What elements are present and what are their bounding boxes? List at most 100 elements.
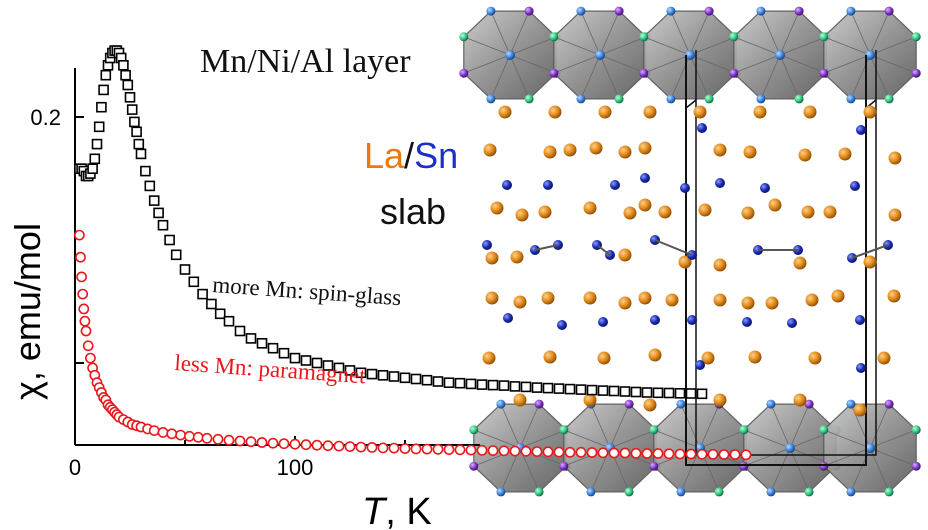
layer-atom xyxy=(486,94,496,104)
polyhedron-edge xyxy=(609,403,630,449)
layer-atom xyxy=(756,94,766,104)
spin-glass-point xyxy=(267,342,279,354)
spin-glass-point xyxy=(641,387,653,398)
layer-atom xyxy=(676,399,686,409)
layer-atom xyxy=(819,32,829,42)
sn-atom xyxy=(695,360,705,370)
la-atom xyxy=(658,205,672,219)
layer-atom xyxy=(639,32,649,42)
paramagnet-point xyxy=(388,442,400,454)
paramagnet-point xyxy=(608,447,620,459)
paramagnet-point xyxy=(82,340,94,352)
polyhedron-edge xyxy=(643,36,691,56)
paramagnet-point xyxy=(740,449,752,461)
spin-glass-point xyxy=(170,249,182,261)
polyhedron-edge xyxy=(779,36,827,56)
sn-atom xyxy=(640,173,650,183)
spin-glass-point xyxy=(399,372,411,384)
polyhedron-edge xyxy=(733,54,781,74)
spin-glass-point xyxy=(300,355,312,366)
layer-atom xyxy=(614,94,624,104)
spin-glass-point xyxy=(144,180,156,192)
la-sn-label: La/Sn xyxy=(364,135,458,176)
series-spin-glass xyxy=(74,45,708,400)
susceptibility-chart: 0.2 0 100 more Mn: spin-glass less Mn: pa… xyxy=(7,45,752,530)
layer-atom xyxy=(846,487,856,497)
la-atom xyxy=(838,147,852,161)
layer-atom xyxy=(804,487,814,497)
la-atom xyxy=(543,145,557,159)
layer-atom xyxy=(819,425,829,435)
polyhedron-edge xyxy=(643,54,691,74)
la-label: La xyxy=(364,135,405,176)
sn-atom xyxy=(856,363,866,373)
paramagnet-point xyxy=(333,440,345,452)
spin-glass-point xyxy=(100,69,112,81)
spin-glass-point xyxy=(120,69,131,81)
layer-atom xyxy=(666,6,676,16)
la-atom xyxy=(803,105,817,119)
polyhedron-edge xyxy=(869,10,890,56)
polyhedron-edge xyxy=(869,429,917,449)
la-atom xyxy=(888,151,902,165)
spin-glass-point xyxy=(311,357,323,369)
layer-atom xyxy=(576,94,586,104)
spin-glass-point xyxy=(674,387,686,399)
paramagnet-point xyxy=(498,445,510,457)
paramagnet-point xyxy=(192,431,204,443)
spin-glass-annotation: more Mn: spin-glass xyxy=(212,272,402,310)
la-atom xyxy=(583,291,597,305)
polyhedron-edge xyxy=(509,54,557,74)
polyhedron-edge xyxy=(509,36,557,56)
spin-glass-point xyxy=(131,126,142,138)
paramagnet-point xyxy=(586,447,598,458)
polyhedron-edge xyxy=(699,429,747,449)
paramagnet-point xyxy=(531,446,543,457)
layer-atom xyxy=(559,461,569,471)
la-atom xyxy=(618,145,632,159)
layer-atom xyxy=(884,487,894,497)
spin-glass-point xyxy=(153,207,164,219)
polyhedron-edge xyxy=(779,54,827,74)
series-paramagnet xyxy=(74,229,752,461)
paramagnet-point xyxy=(553,446,565,458)
spin-glass-point xyxy=(322,360,334,371)
spin-glass-point xyxy=(498,380,510,391)
spin-glass-point xyxy=(157,219,169,231)
sn-atom xyxy=(742,317,752,327)
spin-glass-point xyxy=(133,138,145,150)
y-ticks: 0.2 xyxy=(30,105,84,364)
layer-atom xyxy=(865,50,875,60)
la-atom xyxy=(648,348,662,362)
la-atom xyxy=(597,351,611,365)
la-atom xyxy=(853,403,867,417)
layer-atom xyxy=(666,94,676,104)
y-tick-label: 0.2 xyxy=(30,105,61,130)
la-atom xyxy=(618,296,632,310)
paramagnet-point xyxy=(597,447,609,459)
la-atom xyxy=(583,201,597,215)
spin-glass-point xyxy=(432,376,444,387)
layer-atom xyxy=(865,443,875,453)
sn-label: Sn xyxy=(414,135,458,176)
spin-glass-point xyxy=(214,308,226,320)
polyhedron-edge xyxy=(823,429,871,449)
sn-atom xyxy=(856,125,866,135)
layer-atom xyxy=(846,6,856,16)
spin-glass-point xyxy=(93,121,105,133)
la-atom xyxy=(638,198,652,212)
slab-label: slab xyxy=(380,191,446,232)
polyhedron-edge xyxy=(563,429,611,449)
spin-glass-point xyxy=(197,288,208,300)
layer-atom xyxy=(496,399,506,409)
paramagnet-point xyxy=(685,448,697,460)
spin-glass-point xyxy=(206,298,217,310)
polyhedron-edge xyxy=(609,429,657,449)
la-atom xyxy=(678,255,692,269)
polyhedron-edge xyxy=(779,10,800,56)
layer-atom xyxy=(911,461,921,471)
spin-glass-point xyxy=(164,234,175,246)
bottom-polyhedra-layer xyxy=(469,399,921,497)
paramagnet-point xyxy=(729,449,741,460)
sn-sn-bond xyxy=(851,244,889,259)
